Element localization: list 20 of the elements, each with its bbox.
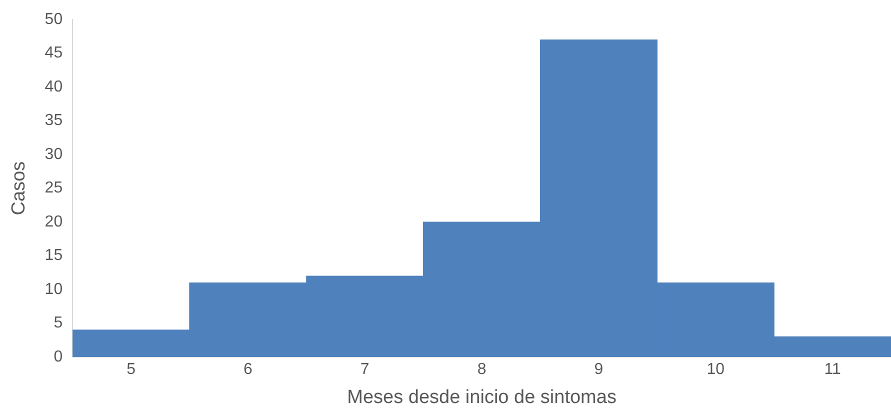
y-tick-label: 35: [44, 112, 63, 130]
x-tick-label: 11: [824, 361, 841, 378]
y-tick-label: 10: [44, 280, 63, 298]
x-tick-label: 9: [594, 361, 604, 378]
y-tick-label: 40: [44, 78, 63, 96]
x-tick-label: 6: [244, 361, 253, 378]
y-axis-title: Casos: [8, 161, 30, 216]
y-tick-label: 0: [54, 348, 63, 366]
y-tick-label: 20: [44, 213, 63, 230]
x-tick-label: 10: [706, 361, 725, 378]
x-axis-title: Meses desde inicio de sintomas: [347, 386, 616, 408]
x-tick-label: 7: [360, 361, 370, 378]
y-tick-label: 50: [44, 11, 63, 28]
x-tick-label: 8: [477, 361, 486, 378]
y-tick-label: 30: [44, 146, 63, 163]
y-tick-label: 45: [44, 44, 63, 62]
x-tick-label: 5: [126, 361, 136, 378]
y-tick-label: 5: [54, 314, 63, 332]
y-tick-label: 25: [44, 180, 63, 197]
y-tick-label: 15: [44, 247, 63, 264]
